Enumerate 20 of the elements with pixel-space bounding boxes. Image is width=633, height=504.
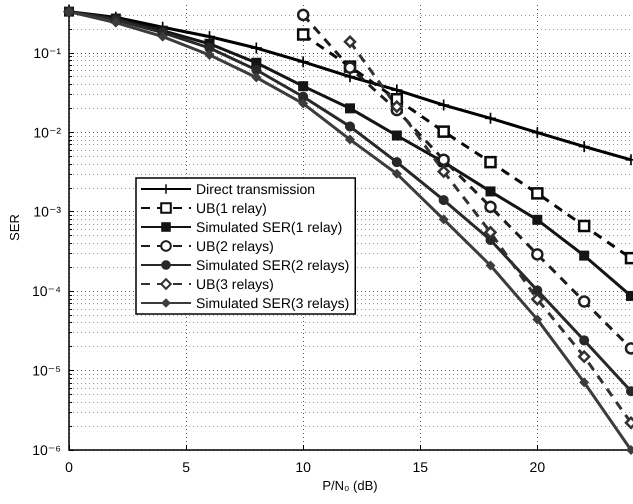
x-tick-label: 0: [65, 459, 74, 475]
x-tick-label: 20: [530, 459, 546, 475]
y-tick-label: 10⁻¹: [33, 44, 62, 61]
y-axis-title: SER: [7, 214, 22, 241]
legend-label: UB(3 relays): [196, 276, 274, 292]
y-tick-label: 10⁻⁵: [32, 362, 61, 379]
legend-label: UB(1 relay): [196, 200, 267, 216]
x-tick-label: 5: [182, 459, 190, 475]
y-tick-label: 10⁻⁶: [32, 442, 61, 458]
legend-label: UB(2 relays): [196, 238, 274, 254]
legend-label: Simulated SER(1 relay): [196, 219, 342, 235]
x-tick-label: 10: [295, 459, 312, 475]
legend-label: Simulated SER(2 relays): [196, 257, 350, 273]
x-tick-label: 15: [412, 459, 428, 475]
y-tick-label: 10⁻³: [33, 204, 62, 220]
legend-label: Simulated SER(3 relays): [196, 295, 350, 311]
legend-label: Direct transmission: [196, 181, 316, 197]
y-tick-label: 10⁻²: [33, 124, 62, 140]
x-axis-title: P/N₀ (dB): [322, 478, 378, 493]
y-tick-label: 10⁻⁴: [32, 283, 61, 300]
